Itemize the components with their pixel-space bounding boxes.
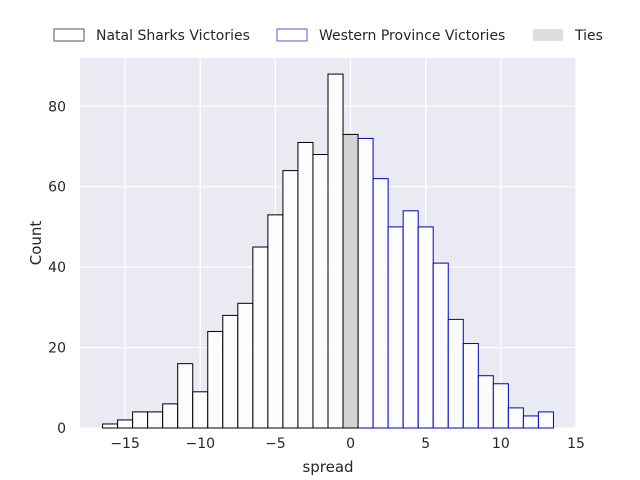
x-tick-label: −10 — [185, 436, 215, 452]
y-tick-label: 60 — [48, 180, 66, 196]
western-bar — [477, 375, 494, 429]
natal-bar — [102, 423, 119, 429]
western-bar — [522, 415, 539, 429]
legend-label-ties: Ties — [574, 28, 603, 44]
legend-swatch-natal — [53, 28, 85, 42]
western-bar — [447, 318, 464, 429]
western-bar — [387, 226, 404, 429]
legend-label-natal: Natal Sharks Victories — [96, 28, 250, 44]
y-tick-label: 80 — [48, 99, 66, 115]
y-tick-label: 40 — [48, 260, 66, 276]
y-axis-ticks: 0 20 40 60 80 — [48, 99, 66, 437]
natal-bar — [162, 403, 179, 429]
natal-bar — [147, 411, 164, 429]
ties-bar — [342, 133, 359, 429]
natal-bar — [237, 302, 254, 429]
natal-bar — [297, 141, 314, 429]
x-tick-label: 0 — [346, 436, 355, 452]
legend-swatch-western — [276, 28, 308, 42]
natal-bar — [312, 154, 329, 429]
x-tick-label: 15 — [567, 436, 585, 452]
natal-bar — [222, 314, 239, 429]
histogram-bars — [102, 73, 554, 429]
legend-label-western: Western Province Victories — [319, 28, 505, 44]
natal-bar — [282, 170, 299, 429]
y-tick-label: 20 — [48, 341, 66, 357]
western-bar — [432, 262, 449, 429]
natal-bar — [177, 363, 194, 429]
western-bar — [417, 226, 434, 429]
western-bar — [507, 407, 524, 429]
natal-bar — [267, 214, 284, 429]
western-bar — [462, 343, 479, 429]
x-tick-label: 5 — [421, 436, 430, 452]
x-axis-label: spread — [302, 458, 353, 476]
natal-bar — [192, 391, 209, 429]
natal-bar — [207, 330, 224, 429]
x-tick-label: −5 — [265, 436, 286, 452]
x-axis-ticks: −15 −10 −5 0 5 10 15 — [110, 436, 585, 452]
natal-bar — [117, 419, 134, 429]
natal-bar — [132, 411, 149, 429]
x-tick-label: 10 — [492, 436, 510, 452]
natal-bar — [327, 73, 344, 429]
natal-bar — [252, 246, 269, 429]
western-bar — [537, 411, 554, 429]
western-bar — [402, 210, 419, 429]
legend: Natal Sharks Victories Western Province … — [53, 28, 603, 44]
x-tick-label: −15 — [110, 436, 140, 452]
legend-swatch-ties — [533, 29, 563, 41]
western-bar — [492, 383, 509, 429]
y-tick-label: 0 — [57, 421, 66, 437]
western-bar — [357, 137, 374, 429]
y-axis-label: Count — [27, 221, 45, 266]
western-bar — [372, 178, 389, 429]
